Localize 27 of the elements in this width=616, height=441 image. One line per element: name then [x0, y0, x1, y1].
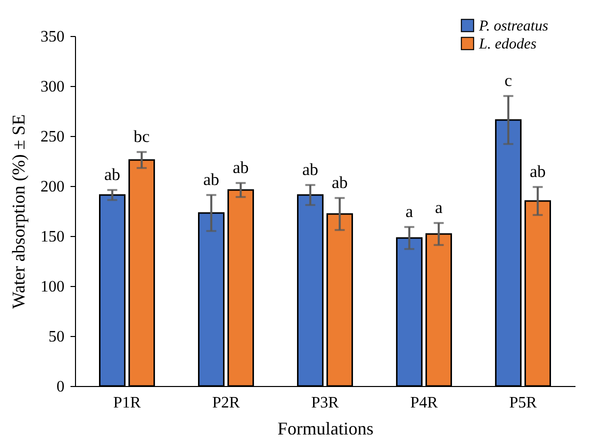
- annotation: a: [434, 198, 443, 217]
- x-tick-label: P2R: [212, 394, 240, 412]
- legend-label: P. ostreatus: [478, 18, 548, 34]
- x-tick-label: P4R: [410, 394, 438, 412]
- y-tick-label: 0: [56, 378, 64, 396]
- y-tick-label: 250: [40, 128, 64, 146]
- annotation: ab: [302, 160, 318, 179]
- x-axis-title: Formulations: [277, 418, 374, 438]
- annotation: ab: [203, 170, 220, 189]
- y-tick-label: 150: [40, 228, 64, 246]
- y-tick-label: 50: [48, 328, 64, 346]
- y-tick-label: 300: [40, 78, 64, 96]
- legend-label: L. edodes: [478, 36, 537, 52]
- annotation: ab: [530, 162, 546, 181]
- x-tick-label: P1R: [113, 394, 142, 412]
- annotation: ab: [232, 158, 249, 177]
- annotation: ab: [332, 173, 348, 192]
- annotation: a: [406, 202, 414, 221]
- y-tick-label: 200: [40, 178, 64, 196]
- annotation: ab: [104, 165, 120, 184]
- annotation: c: [504, 71, 513, 90]
- x-tick-label: P3R: [311, 394, 340, 412]
- x-tick-label: P5R: [509, 394, 538, 412]
- annotation: bc: [134, 127, 150, 146]
- y-tick-label: 100: [40, 278, 64, 296]
- y-tick-label: 350: [40, 28, 64, 46]
- y-axis-title: Water absorption (%) ± SE: [8, 114, 28, 309]
